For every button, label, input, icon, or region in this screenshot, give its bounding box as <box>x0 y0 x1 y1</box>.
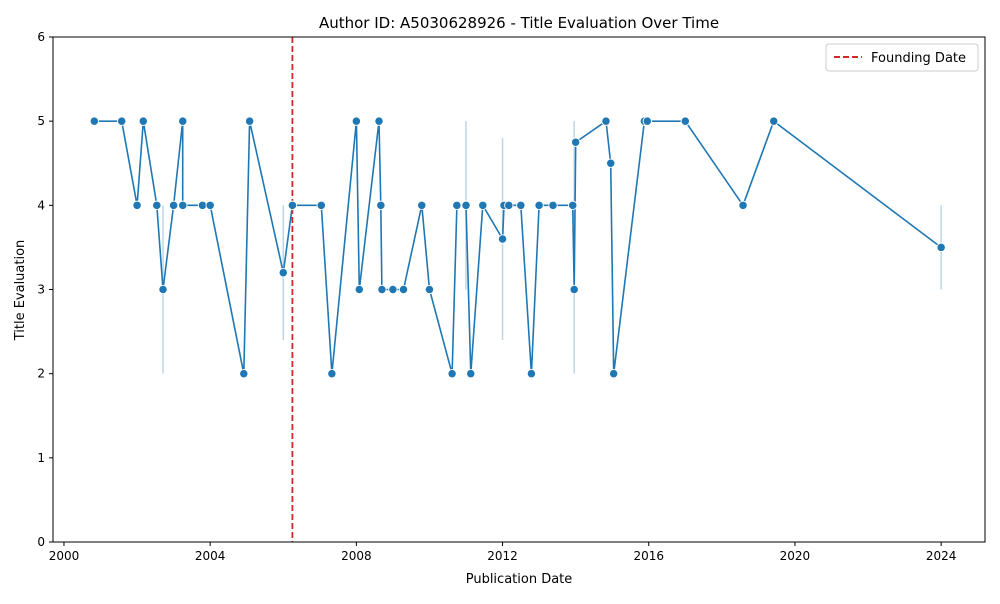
data-point <box>452 200 462 210</box>
data-point <box>461 200 471 210</box>
data-point <box>424 284 435 295</box>
data-point <box>244 116 255 126</box>
x-tick-label: 2004 <box>195 549 226 563</box>
data-point <box>504 200 514 210</box>
data-point <box>205 200 215 210</box>
data-point <box>351 116 362 126</box>
legend: Founding Date <box>825 43 979 72</box>
data-point <box>936 242 946 253</box>
data-point <box>376 200 386 210</box>
data-point <box>377 284 387 295</box>
data-point <box>526 369 537 379</box>
data-point <box>388 284 398 295</box>
data-point <box>568 200 578 210</box>
y-tick-label: 4 <box>37 198 45 212</box>
data-point <box>571 137 581 147</box>
data-point <box>516 200 526 210</box>
data-point <box>374 116 384 126</box>
data-point <box>278 268 288 278</box>
data-point <box>417 200 427 210</box>
data-point <box>178 200 188 210</box>
data-point <box>138 116 148 126</box>
data-point <box>478 200 488 210</box>
x-axis-label: Publication Date <box>466 572 573 587</box>
x-tick-label: 2020 <box>780 549 811 563</box>
y-tick-label: 5 <box>37 114 45 128</box>
data-point <box>497 234 508 244</box>
data-point <box>239 369 249 379</box>
data-point <box>152 200 162 210</box>
data-point <box>287 200 298 210</box>
data-point <box>117 116 127 126</box>
data-point <box>316 200 326 210</box>
data-point <box>609 369 619 379</box>
y-axis-label: Title Evaluation <box>13 240 28 342</box>
y-tick-label: 0 <box>37 535 45 549</box>
legend-founding-label: Founding Date <box>871 51 966 66</box>
data-point <box>738 200 748 210</box>
data-point <box>534 200 544 210</box>
data-point <box>197 200 208 210</box>
series-group <box>89 116 946 379</box>
data-point <box>642 116 652 126</box>
data-point <box>601 116 611 126</box>
data-point <box>680 116 690 126</box>
x-tick-label: 2008 <box>341 549 372 563</box>
data-point <box>548 200 558 210</box>
x-tick-label: 2012 <box>487 549 518 563</box>
data-point <box>178 116 188 126</box>
data-point <box>569 284 579 295</box>
data-point <box>89 116 99 126</box>
data-point <box>447 369 457 379</box>
x-tick-label: 2016 <box>633 549 664 563</box>
y-tick-label: 1 <box>37 451 45 465</box>
data-point <box>158 284 168 295</box>
data-point <box>327 369 337 379</box>
data-point <box>398 284 409 295</box>
chart-title: Author ID: A5030628926 - Title Evaluatio… <box>319 14 719 32</box>
data-point <box>769 116 779 126</box>
data-point <box>466 369 476 379</box>
data-point <box>168 200 179 210</box>
x-tick-label: 2000 <box>49 549 80 563</box>
data-point <box>606 158 616 168</box>
data-point <box>132 200 142 210</box>
legend-box <box>825 43 979 72</box>
y-axis: 0 1 2 3 4 5 6 <box>37 30 53 549</box>
y-tick-label: 3 <box>37 283 45 297</box>
data-point <box>354 284 364 295</box>
y-tick-label: 2 <box>37 367 45 381</box>
x-axis: 2000 2004 2008 2012 2016 2020 2024 <box>49 542 957 563</box>
x-tick-label: 2024 <box>926 549 957 563</box>
y-tick-label: 6 <box>37 30 45 44</box>
